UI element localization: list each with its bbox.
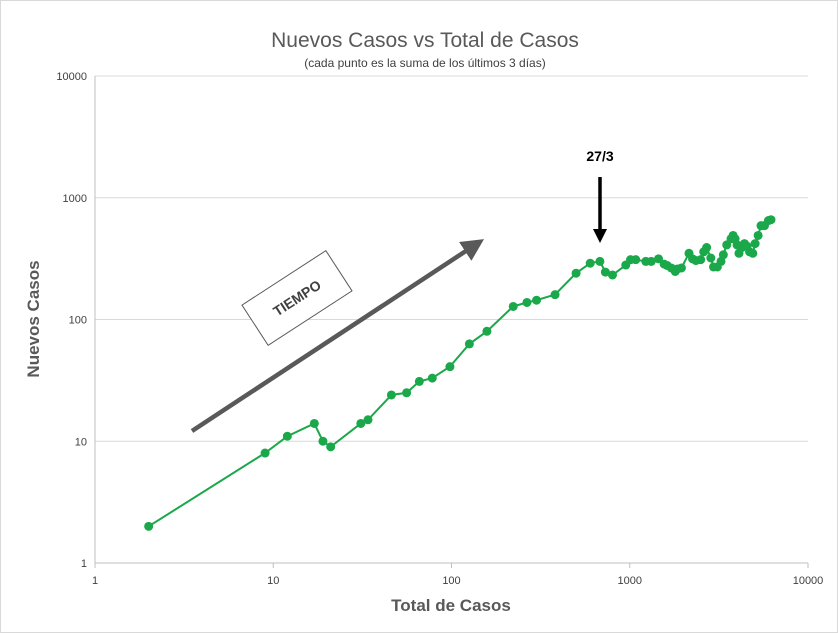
data-point (508, 301, 518, 311)
data-point (646, 256, 656, 266)
tick-labels: 1 10 100 1000 10000 1 10 100 1000 10000 (56, 71, 823, 587)
data-points (144, 215, 776, 531)
data-point (607, 270, 617, 280)
data-point (464, 339, 474, 349)
tiempo-box: TIEMPO (241, 249, 353, 347)
data-point (326, 442, 336, 452)
data-point (631, 255, 641, 265)
data-point (706, 253, 716, 263)
data-point (702, 243, 712, 253)
date-annotation-label: 27/3 (586, 148, 613, 164)
axes (94, 76, 809, 568)
x-axis-label: Total de Casos (391, 596, 511, 615)
data-point (402, 388, 412, 398)
y-axis-label: Nuevos Casos (24, 260, 43, 377)
data-point (260, 448, 270, 458)
data-point (750, 239, 760, 249)
data-point (445, 362, 455, 372)
data-point (585, 258, 595, 268)
data-point (427, 373, 437, 383)
data-point (282, 431, 292, 441)
data-point (748, 248, 758, 258)
chart-subtitle: (cada punto es la suma de los últimos 3 … (304, 56, 545, 70)
data-point (309, 418, 319, 428)
data-point (363, 415, 373, 425)
chart-title: Nuevos Casos vs Total de Casos (271, 29, 579, 52)
data-point (718, 250, 728, 260)
data-point (654, 254, 664, 264)
y-tick-label: 10000 (56, 71, 87, 83)
y-tick-label: 100 (69, 315, 87, 327)
data-point (676, 263, 686, 273)
tiempo-trend-arrow (190, 239, 485, 433)
data-point (356, 418, 366, 428)
y-tick-label: 10 (75, 436, 87, 448)
data-point (550, 290, 560, 300)
data-point (522, 297, 532, 307)
data-point (595, 256, 605, 266)
x-tick-label: 10000 (793, 575, 824, 587)
x-tick-label: 10 (267, 575, 279, 587)
y-tick-label: 1000 (63, 193, 87, 205)
data-point (532, 295, 542, 305)
data-point (753, 230, 763, 240)
data-point (482, 326, 492, 336)
gridlines (95, 75, 808, 442)
x-tick-label: 1000 (618, 575, 642, 587)
data-point (600, 267, 610, 277)
data-point (386, 390, 396, 400)
data-point (318, 436, 328, 446)
data-point (571, 268, 581, 278)
data-point (414, 376, 424, 386)
x-tick-label: 100 (442, 575, 460, 587)
y-tick-label: 1 (81, 558, 87, 570)
data-point (144, 521, 154, 531)
data-point (766, 215, 776, 225)
x-tick-label: 1 (92, 575, 98, 587)
data-point (696, 255, 706, 265)
